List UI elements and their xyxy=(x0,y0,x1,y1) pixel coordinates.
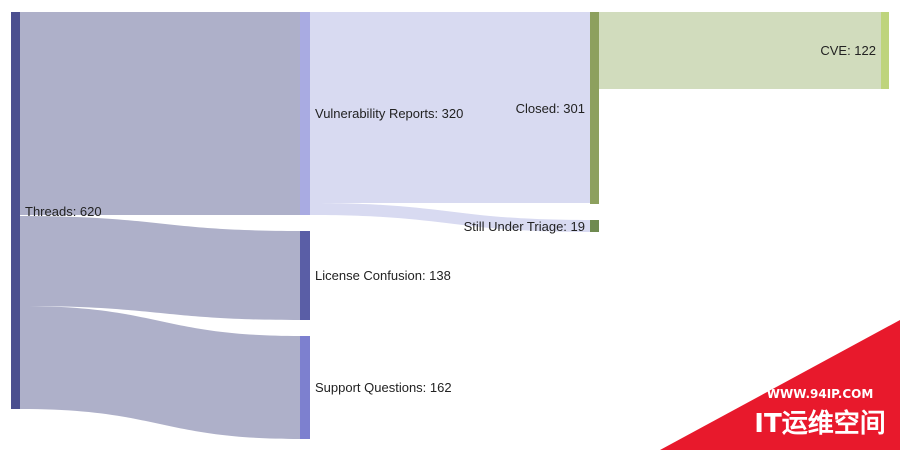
node-bar-vuln[interactable] xyxy=(300,12,310,215)
node-label-cve: CVE: 122 xyxy=(820,43,876,58)
node-bar-license[interactable] xyxy=(300,231,310,320)
link-threads-to-support[interactable] xyxy=(20,306,300,439)
watermark-brand: IT运维空间 xyxy=(754,408,885,439)
node-label-closed: Closed: 301 xyxy=(516,101,585,116)
node-label-threads: Threads: 620 xyxy=(25,204,102,219)
node-label-license-confusion: License Confusion: 138 xyxy=(315,268,451,283)
node-label-vulnerability-reports: Vulnerability Reports: 320 xyxy=(315,106,463,121)
link-threads-to-license[interactable] xyxy=(20,216,300,320)
watermark-logo: WWW.94IP.COM IT运维空间 xyxy=(660,320,900,450)
link-vuln-to-triage[interactable] xyxy=(310,203,590,232)
watermark-triangle xyxy=(660,320,900,450)
node-bar-closed[interactable] xyxy=(590,12,599,204)
node-label-still-under-triage: Still Under Triage: 19 xyxy=(464,219,585,234)
links-layer xyxy=(20,12,881,439)
node-bar-triage[interactable] xyxy=(590,220,599,232)
node-bar-threads[interactable] xyxy=(11,12,20,409)
nodes-layer xyxy=(11,12,889,439)
node-bar-support[interactable] xyxy=(300,336,310,439)
link-closed-to-cve[interactable] xyxy=(599,12,881,89)
labels-layer: Threads: 620 Vulnerability Reports: 320 … xyxy=(25,43,876,395)
watermark-url: WWW.94IP.COM xyxy=(767,387,874,401)
link-threads-to-vuln[interactable] xyxy=(20,12,300,215)
link-vuln-to-closed[interactable] xyxy=(310,12,590,203)
node-bar-cve[interactable] xyxy=(881,12,889,89)
node-label-support-questions: Support Questions: 162 xyxy=(315,380,452,395)
